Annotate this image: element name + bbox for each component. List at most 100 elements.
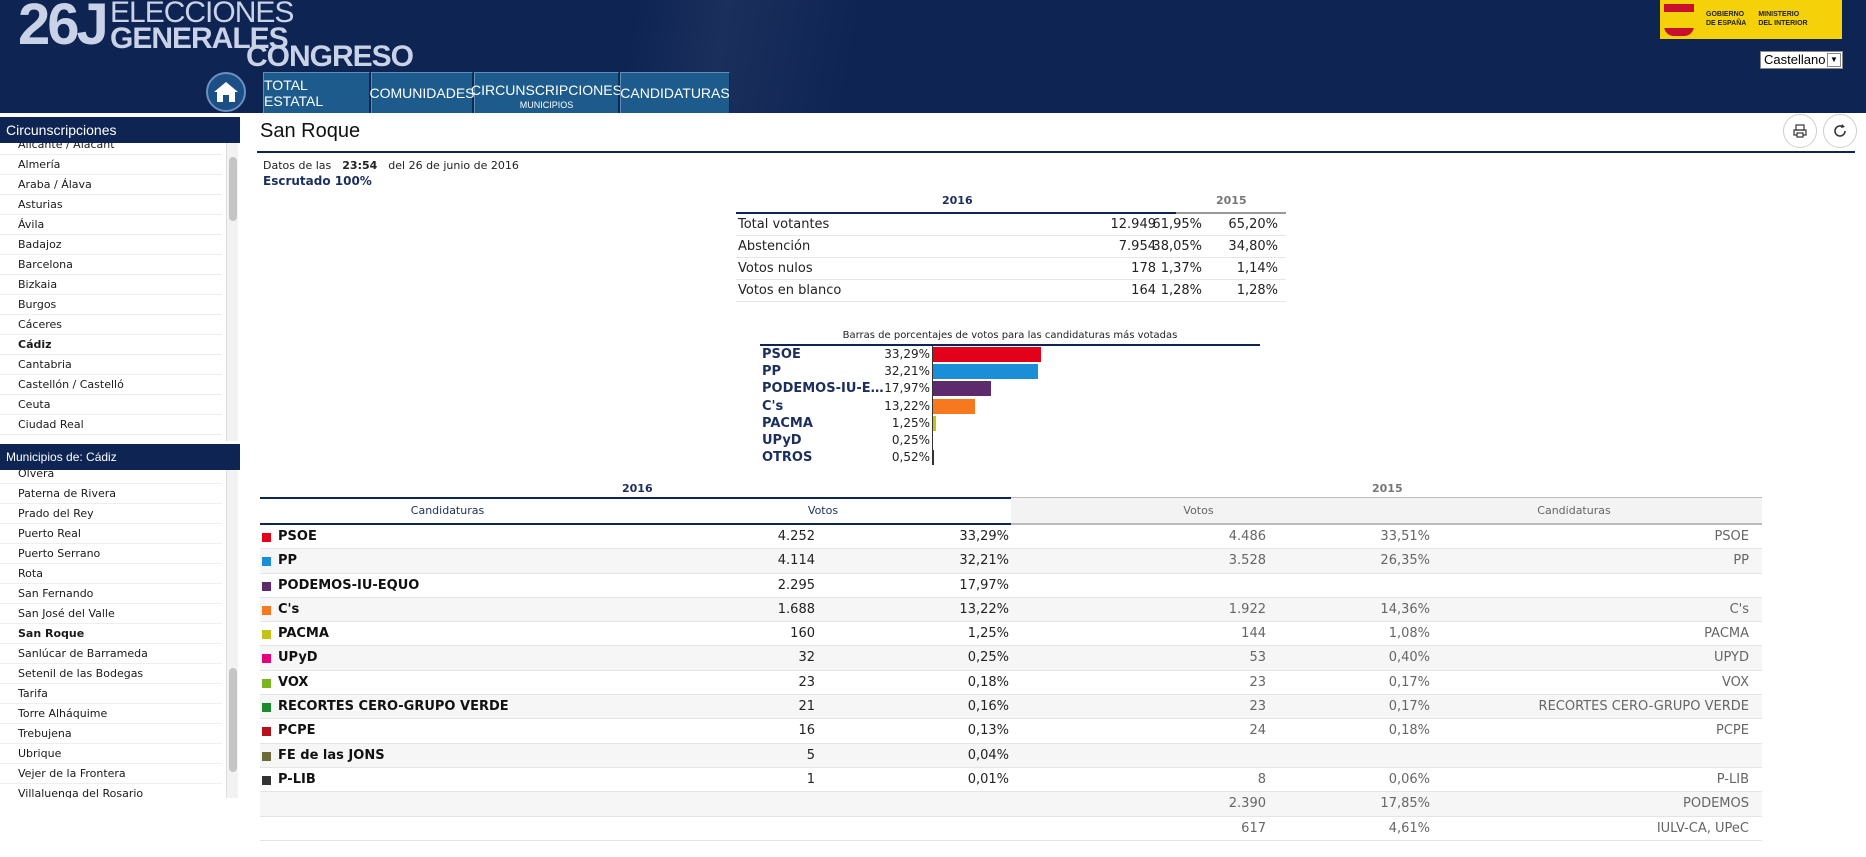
sidebar-item-circunscripcion[interactable]: Barcelona: [0, 255, 222, 275]
results-year-2015: 2015: [1372, 482, 1403, 495]
pct-2015: 0,40%: [1388, 650, 1430, 666]
sidebar-item-circunscripcion[interactable]: Ceuta: [0, 395, 222, 415]
sidebar-item-municipio[interactable]: Rota: [0, 564, 222, 584]
party-name-2015: PODEMOS: [1683, 796, 1749, 812]
logo-number: 26J: [18, 0, 109, 57]
party-name-2015: IULV-CA, UPeC: [1656, 820, 1749, 836]
votes-2015: 24: [1249, 723, 1266, 739]
sidebar-item-municipio[interactable]: Puerto Serrano: [0, 544, 222, 564]
sidebar-item-circunscripcion[interactable]: Alicante / Alacant: [0, 143, 222, 155]
scrollbar-thumb[interactable]: [229, 157, 237, 221]
sidebar-item-municipio[interactable]: Puerto Real: [0, 524, 222, 544]
sidebar-item-circunscripcion[interactable]: Ciudad Real: [0, 415, 222, 435]
nav-sublabel[interactable]: MUNICIPIOS: [519, 100, 574, 110]
results-rows: PSOE 4.252 33,29% 4.486 33,51% PSOE PP 4.114 32,…: [260, 525, 1762, 841]
chart-value-label: 0,52%: [891, 450, 930, 465]
col-candidaturas-2015: Candidaturas: [1537, 504, 1611, 517]
votes-2016: 1: [806, 771, 815, 787]
votes-2016: 2.295: [777, 577, 815, 593]
nav-candidaturas[interactable]: CANDIDATURAS: [620, 72, 730, 113]
chart-category-label: UPyD: [762, 433, 802, 448]
sidebar-item-circunscripcion[interactable]: Cáceres: [0, 315, 222, 335]
sidebar-item-municipio[interactable]: Olvera: [0, 470, 222, 484]
refresh-button[interactable]: [1823, 114, 1857, 148]
sidebar-item-circunscripcion[interactable]: Asturias: [0, 195, 222, 215]
party-name-2016: RECORTES CERO-GRUPO VERDE: [278, 699, 509, 715]
nav-total-estatal[interactable]: TOTAL ESTATAL: [263, 72, 370, 113]
sidebar-item-municipio[interactable]: San José del Valle: [0, 604, 222, 624]
chart-value-label: 0,25%: [891, 433, 930, 447]
chevron-down-icon: ▼: [1827, 53, 1841, 67]
refresh-icon: [1834, 124, 1846, 137]
government-logo[interactable]: GOBIERNO DE ESPAÑA MINISTERIO DEL INTERI…: [1660, 0, 1842, 39]
header-background-2015: [1011, 498, 1762, 523]
votes-2016: 160: [790, 626, 815, 642]
sidebar-item-circunscripcion[interactable]: Bizkaia: [0, 275, 222, 295]
pct-2015: 0,17%: [1388, 674, 1430, 690]
divider: [260, 497, 1011, 499]
pct-2016: 13,22%: [959, 601, 1009, 617]
col-votos-2016: Votos: [807, 504, 839, 517]
chart-category-label: C's: [762, 398, 784, 414]
pct-2015: 33,51%: [1380, 529, 1430, 544]
chart-category-label: PSOE: [762, 347, 801, 362]
sidebar-item-circunscripcion[interactable]: Almería: [0, 155, 222, 175]
sidebar-item-municipio[interactable]: Prado del Rey: [0, 504, 222, 524]
nav-comunidades[interactable]: COMUNIDADES: [370, 72, 475, 113]
chart-bar: [932, 347, 1042, 362]
nav-circunscripciones[interactable]: CIRCUNSCRIPCIONES MUNICIPIOS: [471, 72, 622, 113]
chart-title: Barras de porcentajes de votos para las …: [842, 330, 1178, 341]
sidebar-item-circunscripcion[interactable]: Cádiz: [0, 335, 222, 355]
party-color-swatch: [262, 533, 271, 542]
municipios-heading: Municipios de: Cádiz: [0, 444, 240, 470]
party-color-swatch: [262, 630, 271, 640]
results-year-2016: 2016: [622, 482, 653, 495]
summary-value: 7.954: [1118, 239, 1156, 254]
circunscripciones-scrollbar[interactable]: [226, 143, 238, 441]
sidebar-item-circunscripcion[interactable]: Cantabria: [0, 355, 222, 375]
votes-2016: 21: [798, 699, 815, 715]
sidebar-item-municipio[interactable]: San Roque: [0, 624, 222, 644]
nav-label: TOTAL ESTATAL: [264, 77, 324, 109]
sidebar-item-municipio[interactable]: Vejer de la Frontera: [0, 764, 222, 784]
sidebar-item-circunscripcion[interactable]: Burgos: [0, 295, 222, 315]
sidebar-item-municipio[interactable]: San Fernando: [0, 584, 222, 604]
table-row: P-LIB 1 0,01% 8 0,06% P-LIB: [260, 768, 1762, 793]
municipios-scrollbar[interactable]: [226, 470, 238, 798]
municipios-list: Olvera Paterna de Rivera Prado del Rey Puer…: [0, 470, 240, 798]
chart-category-label: OTROS: [762, 450, 813, 466]
sidebar-item-municipio[interactable]: Sanlúcar de Barrameda: [0, 644, 222, 664]
sidebar-item-municipio[interactable]: Torre Alháquime: [0, 704, 222, 724]
summary-year-2015: 2015: [1216, 194, 1247, 207]
nav-label: CIRCUNSCRIPCIONES: [471, 82, 622, 98]
party-name-2015: PCPE: [1716, 723, 1749, 739]
language-value: Castellano: [1764, 52, 1826, 67]
table-row: PSOE 4.252 33,29% 4.486 33,51% PSOE: [260, 525, 1762, 550]
divider: [1011, 497, 1762, 498]
chart-value-label: 17,97%: [884, 381, 930, 396]
party-name-2016: UPyD: [278, 650, 318, 666]
logo-line-1: ELECCIONES: [110, 0, 294, 29]
home-icon: [214, 82, 238, 102]
sidebar-item-municipio[interactable]: Ubrique: [0, 744, 222, 764]
sidebar-item-municipio[interactable]: Setenil de las Bodegas: [0, 664, 222, 684]
scrollbar-thumb[interactable]: [229, 668, 237, 772]
chart-bar-row: UPyD 0,25%: [760, 432, 1260, 449]
sidebar-item-circunscripcion[interactable]: Araba / Álava: [0, 175, 222, 195]
sidebar-item-circunscripcion[interactable]: Badajoz: [0, 235, 222, 255]
pct-2016: 0,01%: [967, 771, 1009, 787]
sidebar-item-circunscripcion[interactable]: Castellón / Castelló: [0, 375, 222, 395]
pct-2016: 32,21%: [959, 553, 1009, 569]
home-button[interactable]: [206, 72, 246, 112]
print-button[interactable]: [1783, 114, 1817, 148]
party-name-2016: PCPE: [278, 723, 316, 739]
party-name-2015: P-LIB: [1716, 771, 1749, 787]
sidebar-item-municipio[interactable]: Paterna de Rivera: [0, 484, 222, 504]
sidebar-item-municipio[interactable]: Trebujena: [0, 724, 222, 744]
summary-label: Abstención: [738, 239, 811, 254]
language-select[interactable]: Castellano ▼: [1760, 51, 1843, 69]
sidebar-item-municipio[interactable]: Tarifa: [0, 684, 222, 704]
sidebar-item-municipio[interactable]: Villaluenga del Rosario: [0, 784, 222, 798]
sidebar-item-circunscripcion[interactable]: Ávila: [0, 215, 222, 235]
results-year-header: 2016 2015: [260, 478, 1762, 499]
